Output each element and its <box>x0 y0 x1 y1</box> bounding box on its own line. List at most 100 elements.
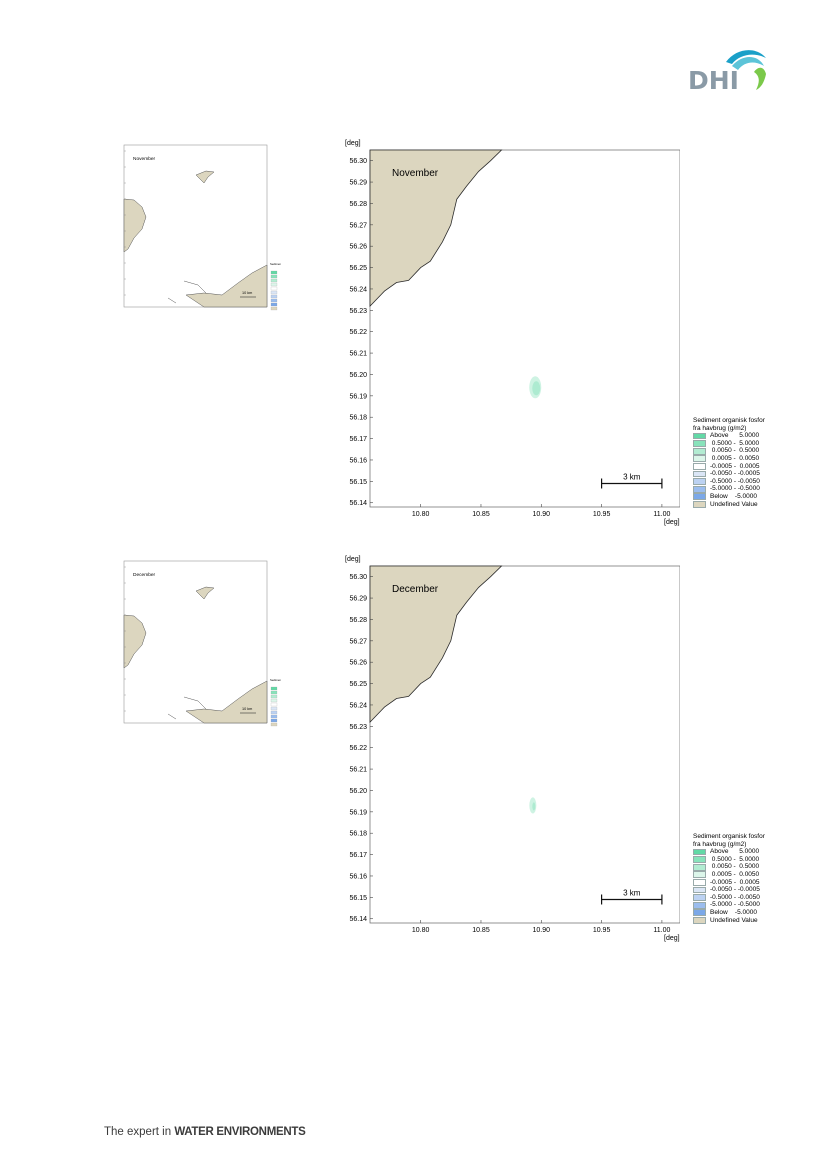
legend-item: -0.0005 - 0.0005 <box>693 463 765 471</box>
y-tick-label: 56.20 <box>349 788 367 795</box>
legend-swatch <box>693 886 706 894</box>
y-tick-label: 56.30 <box>349 158 367 165</box>
y-tick-label: 56.19 <box>349 393 367 400</box>
x-tick-label: 10.95 <box>593 511 611 518</box>
legend-swatch <box>693 432 706 440</box>
x-tick-label: 10.80 <box>412 927 430 934</box>
legend-swatch <box>693 909 706 917</box>
x-tick-label: 10.90 <box>533 927 551 934</box>
overview-south-land <box>185 680 268 724</box>
overview-west-coast <box>123 198 147 253</box>
legend-label: 0.0005 - 0.0050 <box>710 870 760 878</box>
legend-swatch <box>693 878 706 886</box>
y-tick-label: 56.16 <box>349 457 367 464</box>
legend-swatch <box>693 856 706 863</box>
y-tick-label: 56.25 <box>349 265 367 272</box>
x-tick-label: 11.00 <box>653 511 670 518</box>
legend-item: Below -5.0000 <box>693 909 765 917</box>
overview-legend: Sediment organisk fosfor <box>270 262 281 311</box>
legend-swatch <box>693 901 706 909</box>
legend-label: 0.0005 - 0.0050 <box>710 454 760 462</box>
legend: Sediment organisk fosfor fra havbrug (g/m… <box>693 833 765 924</box>
scale-bar-label: 3 km <box>623 472 641 481</box>
legend-item: 0.0050 - 0.5000 <box>693 447 765 455</box>
legend-title-2: fra havbrug (g/m2) <box>693 424 747 432</box>
y-tick-label: 56.22 <box>349 329 367 336</box>
x-tick-label: 10.80 <box>412 511 430 518</box>
legend-item: 0.0050 - 0.5000 <box>693 863 765 871</box>
tagline-bold: WATER ENVIRONMENTS <box>174 1126 306 1138</box>
legend-item: -5.0000 - -0.5000 <box>693 901 765 909</box>
legend-item: 0.0005 - 0.0050 <box>693 871 765 879</box>
y-tick-label: 56.28 <box>349 617 367 624</box>
tagline-prefix: The expert in <box>104 1126 175 1138</box>
land-area <box>369 149 503 308</box>
svg-text:Sediment organisk fosfor: Sediment organisk fosfor <box>270 262 281 266</box>
y-tick-label: 56.21 <box>349 351 367 358</box>
land-area <box>369 565 503 724</box>
y-tick-label: 56.26 <box>349 660 367 667</box>
legend-item: -0.0050 - -0.0005 <box>693 470 765 478</box>
x-tick-label: 11.00 <box>653 927 670 934</box>
legend-item: 0.5000 - 5.0000 <box>693 856 765 864</box>
x-tick-label: 10.85 <box>472 511 490 518</box>
logo-text: DHI <box>688 66 739 95</box>
legend-swatch <box>693 894 706 901</box>
legend-item: -0.5000 - -0.0050 <box>693 894 765 902</box>
month-label: December <box>392 584 439 595</box>
y-tick-label: 56.29 <box>349 596 367 603</box>
overview-west-coast <box>123 614 147 669</box>
overview-map: November 10 km Sediment organisk fosfor <box>123 144 281 311</box>
legend-label: 0.5000 - 5.0000 <box>710 439 760 447</box>
legend-swatch <box>693 493 706 501</box>
legend-title-2: fra havbrug (g/m2) <box>693 840 747 848</box>
y-tick-label: 56.21 <box>349 767 367 774</box>
y-tick-label: 56.25 <box>349 681 367 688</box>
y-tick-label: 56.23 <box>349 724 367 731</box>
sediment-plume-core <box>532 381 541 396</box>
legend-item: -0.0050 - -0.0005 <box>693 886 765 894</box>
y-tick-label: 56.15 <box>349 479 367 486</box>
legend-label: 0.0050 - 0.5000 <box>710 863 760 871</box>
y-tick-label: 56.15 <box>349 895 367 902</box>
legend-item: Undefined Value <box>693 501 765 509</box>
legend-label: 0.0050 - 0.5000 <box>710 447 760 455</box>
y-tick-label: 56.17 <box>349 852 367 859</box>
svg-text:Sediment organisk fosfor: Sediment organisk fosfor <box>270 678 281 682</box>
legend-label: Above 5.0000 <box>710 432 760 440</box>
legend-item: 0.5000 - 5.0000 <box>693 440 765 448</box>
legend-swatch <box>693 863 706 871</box>
legend-item: -0.5000 - -0.0050 <box>693 478 765 486</box>
overview-month-label: November <box>133 156 156 162</box>
legend-swatch <box>693 485 706 493</box>
legend-label: -0.5000 - -0.0050 <box>710 893 760 901</box>
y-tick-label: 56.16 <box>349 873 367 880</box>
legend-item: Above 5.0000 <box>693 848 765 856</box>
sediment-plume-core <box>532 802 536 811</box>
wave-logo-icon <box>726 50 766 90</box>
legend-label: -0.0005 - 0.0005 <box>710 878 760 886</box>
legend: Sediment organisk fosfor fra havbrug (g/m… <box>693 417 765 508</box>
y-tick-label: 56.18 <box>349 415 367 422</box>
legend-label: Below -5.0000 <box>710 908 757 916</box>
legend-title: Sediment organisk fosfor <box>693 833 765 840</box>
y-tick-label: 56.17 <box>349 436 367 443</box>
y-tick-label: 56.27 <box>349 638 367 645</box>
legend-swatch <box>693 447 706 455</box>
legend-label: -5.0000 - -0.5000 <box>710 485 760 493</box>
legend-label: -0.5000 - -0.0050 <box>710 477 760 485</box>
scale-bar-label: 3 km <box>623 888 641 897</box>
legend-swatch <box>693 478 706 485</box>
x-tick-label: 10.95 <box>593 927 611 934</box>
main-map: 56.30 56.29 56.28 56.27 56.26 56.25 56.24 56.23… <box>345 556 680 942</box>
legend-label: Undefined Value <box>710 500 758 508</box>
overview-scale-label: 10 km <box>242 291 252 295</box>
y-tick-label: 56.14 <box>349 916 367 923</box>
month-label: November <box>392 168 439 179</box>
legend-label: -0.0005 - 0.0005 <box>710 462 760 470</box>
legend-item: Above 5.0000 <box>693 432 765 440</box>
legend-swatch <box>693 848 706 856</box>
y-tick-label: 56.18 <box>349 831 367 838</box>
legend-label: -0.0050 - -0.0005 <box>710 886 760 894</box>
legend-item: Below -5.0000 <box>693 493 765 501</box>
